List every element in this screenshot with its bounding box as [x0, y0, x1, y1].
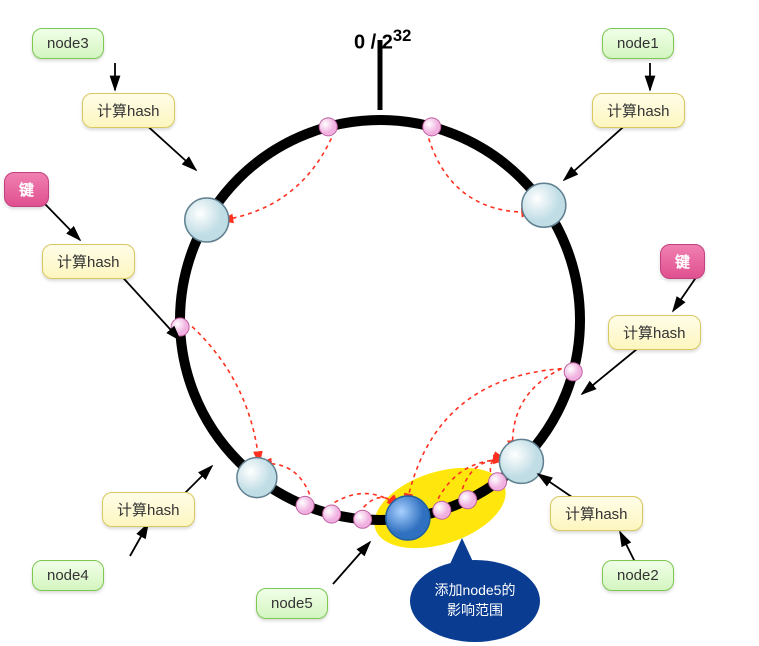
- key-dot: [319, 118, 337, 136]
- ring-node-n1: [522, 183, 566, 227]
- callout-bubble: 添加node5的影响范围: [410, 560, 540, 642]
- hash-label-box: 计算hash: [82, 93, 175, 128]
- solid-arrow: [333, 542, 370, 584]
- key-dot: [354, 510, 372, 528]
- solid-arrow: [130, 524, 148, 556]
- node-label-box: node4: [32, 560, 104, 591]
- ring-node-n2: [499, 439, 543, 483]
- key-dot: [433, 501, 451, 519]
- key-dot: [323, 505, 341, 523]
- hash-label-box: 计算hash: [592, 93, 685, 128]
- key-dot: [423, 118, 441, 136]
- node-label-box: node2: [602, 560, 674, 591]
- node-label-box: node1: [602, 28, 674, 59]
- solid-arrow: [44, 203, 80, 240]
- ring-title: 0 / 232: [354, 26, 411, 55]
- hash-label-box: 计算hash: [608, 315, 701, 350]
- node-label-box: node3: [32, 28, 104, 59]
- solid-arrow: [673, 276, 697, 311]
- node-label-box: node5: [256, 588, 328, 619]
- key-dot: [296, 496, 314, 514]
- ring-node-n5: [386, 496, 430, 540]
- ring-node-n4: [237, 458, 277, 498]
- solid-arrow: [116, 270, 180, 340]
- hash-label-box: 计算hash: [42, 244, 135, 279]
- key-dot: [564, 363, 582, 381]
- key-label-box: 键: [660, 244, 705, 279]
- hash-label-box: 计算hash: [102, 492, 195, 527]
- key-label-box: 键: [4, 172, 49, 207]
- key-dot: [459, 491, 477, 509]
- ring-node-n3: [185, 198, 229, 242]
- hash-label-box: 计算hash: [550, 496, 643, 531]
